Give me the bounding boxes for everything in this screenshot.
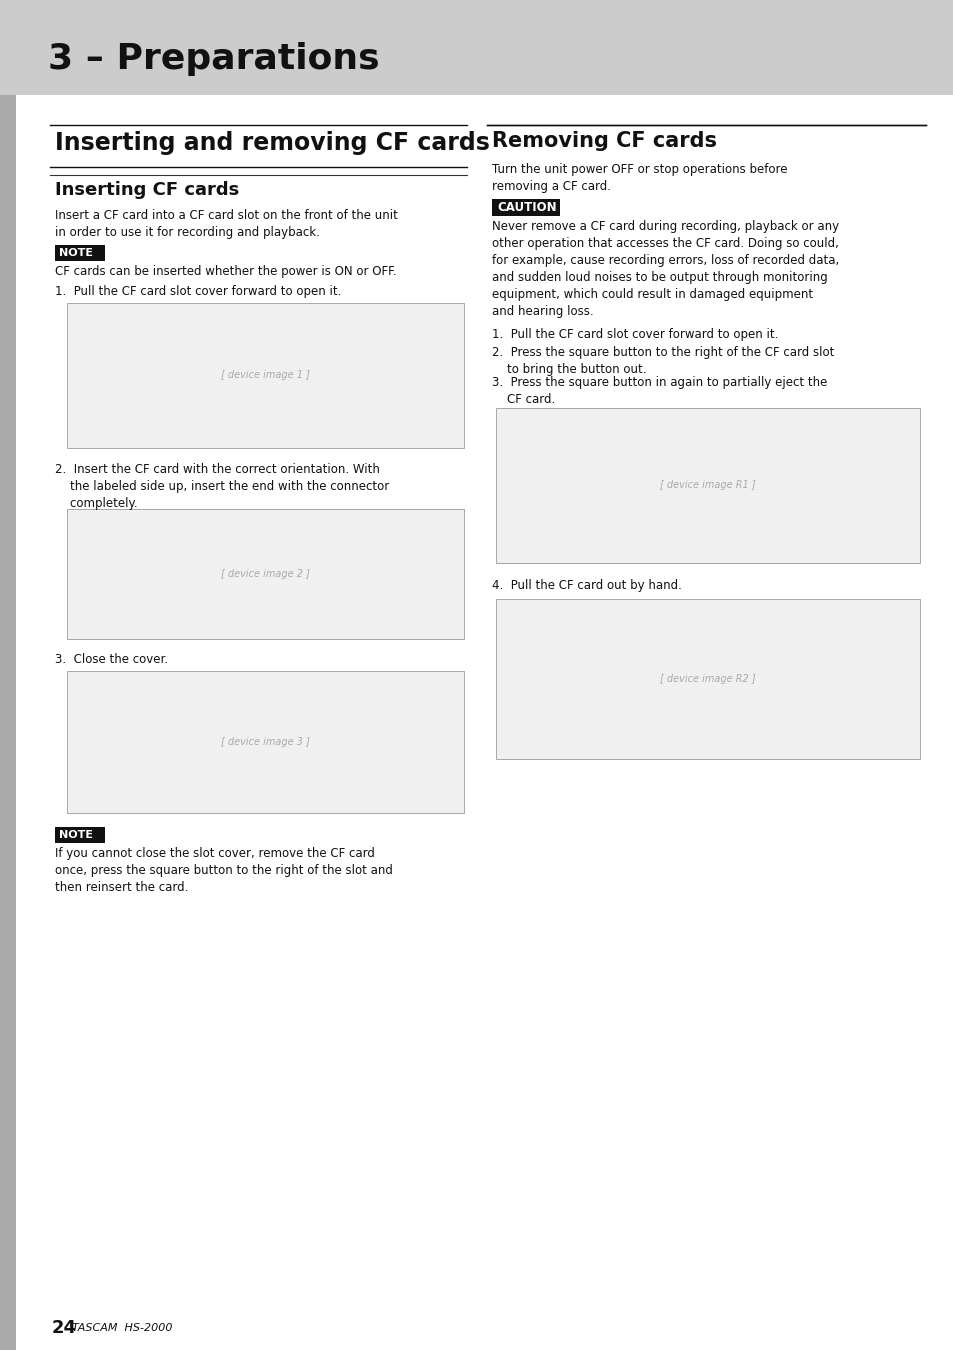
Bar [67, 671, 463, 813]
Text: 2.  Press the square button to the right of the CF card slot
    to bring the bu: 2. Press the square button to the right … [492, 346, 834, 377]
Text: 1.  Pull the CF card slot cover forward to open it.: 1. Pull the CF card slot cover forward t… [55, 285, 341, 298]
Text: [ device image 3 ]: [ device image 3 ] [221, 737, 310, 747]
Text: 3.  Close the cover.: 3. Close the cover. [55, 653, 168, 666]
Text: 1.  Pull the CF card slot cover forward to open it.: 1. Pull the CF card slot cover forward t… [492, 328, 778, 342]
Bar [496, 408, 919, 563]
Text: [ device image R1 ]: [ device image R1 ] [659, 481, 755, 490]
Bar [496, 599, 919, 759]
Text: [ device image R2 ]: [ device image R2 ] [659, 674, 755, 684]
Text: Inserting and removing CF cards: Inserting and removing CF cards [55, 131, 489, 155]
Text: Never remove a CF card during recording, playback or any
other operation that ac: Never remove a CF card during recording,… [492, 220, 839, 319]
Text: NOTE: NOTE [59, 830, 92, 840]
Text: If you cannot close the slot cover, remove the CF card
once, press the square bu: If you cannot close the slot cover, remo… [55, 846, 393, 894]
Text: TASCAM  HS-2000: TASCAM HS-2000 [71, 1323, 172, 1332]
Text: Inserting CF cards: Inserting CF cards [55, 181, 239, 198]
Bar [492, 198, 559, 216]
Text: Removing CF cards: Removing CF cards [492, 131, 717, 151]
Text: 3.  Press the square button in again to partially eject the
    CF card.: 3. Press the square button in again to p… [492, 377, 826, 406]
Text: Insert a CF card into a CF card slot on the front of the unit
in order to use it: Insert a CF card into a CF card slot on … [55, 209, 397, 239]
Bar [55, 244, 105, 261]
Text: CAUTION: CAUTION [497, 201, 556, 215]
Bar [0, 95, 16, 1350]
Bar [0, 0, 953, 95]
Text: CF cards can be inserted whether the power is ON or OFF.: CF cards can be inserted whether the pow… [55, 265, 396, 278]
Text: 3 – Preparations: 3 – Preparations [48, 42, 379, 76]
Text: 4.  Pull the CF card out by hand.: 4. Pull the CF card out by hand. [492, 579, 681, 593]
Text: NOTE: NOTE [59, 248, 92, 258]
Bar [55, 828, 105, 842]
Bar [67, 302, 463, 448]
Text: Turn the unit power OFF or stop operations before
removing a CF card.: Turn the unit power OFF or stop operatio… [492, 163, 786, 193]
Text: [ device image 1 ]: [ device image 1 ] [221, 370, 310, 381]
Bar [67, 509, 463, 639]
Text: 2.  Insert the CF card with the correct orientation. With
    the labeled side u: 2. Insert the CF card with the correct o… [55, 463, 389, 510]
Text: 24: 24 [52, 1319, 77, 1336]
Text: [ device image 2 ]: [ device image 2 ] [221, 568, 310, 579]
